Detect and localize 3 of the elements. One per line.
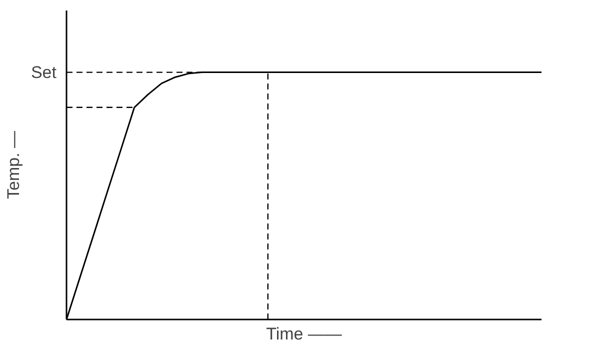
ref-line-label: Set	[30, 62, 57, 82]
x-axis-title: Time ——	[266, 324, 342, 344]
y-axis-title: Temp. —	[4, 130, 23, 200]
